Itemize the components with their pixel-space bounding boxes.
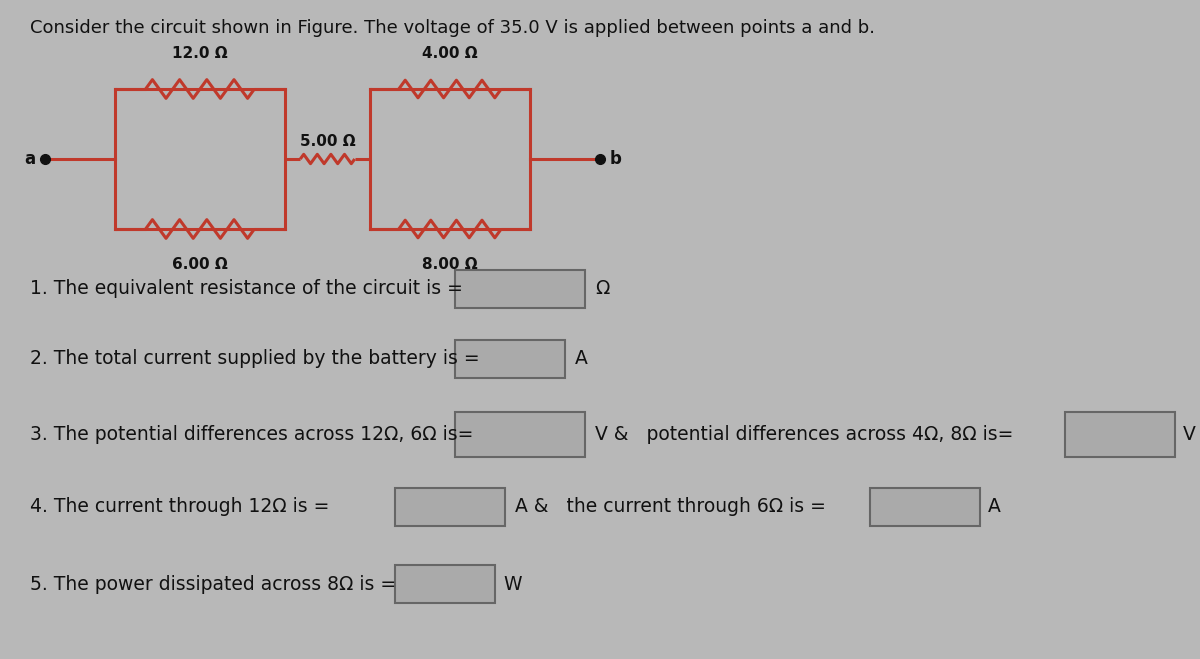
Text: 6.00 Ω: 6.00 Ω bbox=[172, 257, 228, 272]
Bar bbox=[455, 411, 586, 457]
Bar bbox=[455, 270, 586, 308]
Text: 8.00 Ω: 8.00 Ω bbox=[422, 257, 478, 272]
Text: 12.0 Ω: 12.0 Ω bbox=[172, 46, 228, 61]
Text: V: V bbox=[1183, 424, 1196, 444]
Text: 5. The power dissipated across 8Ω is =: 5. The power dissipated across 8Ω is = bbox=[30, 575, 396, 594]
Text: A &   the current through 6Ω is =: A & the current through 6Ω is = bbox=[515, 498, 826, 517]
Text: Ω: Ω bbox=[595, 279, 610, 299]
Text: A: A bbox=[575, 349, 588, 368]
Text: 5.00 Ω: 5.00 Ω bbox=[300, 134, 355, 149]
Bar bbox=[870, 488, 980, 526]
Text: 1. The equivalent resistance of the circuit is =: 1. The equivalent resistance of the circ… bbox=[30, 279, 463, 299]
Text: W: W bbox=[503, 575, 522, 594]
Text: 4.00 Ω: 4.00 Ω bbox=[422, 46, 478, 61]
Text: 2. The total current supplied by the battery is =: 2. The total current supplied by the bat… bbox=[30, 349, 480, 368]
Text: 4. The current through 12Ω is =: 4. The current through 12Ω is = bbox=[30, 498, 329, 517]
Text: A: A bbox=[988, 498, 1001, 517]
Text: 3. The potential differences across 12Ω, 6Ω is=: 3. The potential differences across 12Ω,… bbox=[30, 424, 473, 444]
Bar bbox=[455, 340, 565, 378]
Bar bbox=[395, 488, 505, 526]
Text: V &   potential differences across 4Ω, 8Ω is=: V & potential differences across 4Ω, 8Ω … bbox=[595, 424, 1013, 444]
Bar bbox=[1066, 411, 1175, 457]
Text: b: b bbox=[610, 150, 622, 168]
Text: a: a bbox=[24, 150, 35, 168]
Text: Consider the circuit shown in Figure. The voltage of 35.0 V is applied between p: Consider the circuit shown in Figure. Th… bbox=[30, 19, 875, 37]
Bar bbox=[395, 565, 496, 603]
